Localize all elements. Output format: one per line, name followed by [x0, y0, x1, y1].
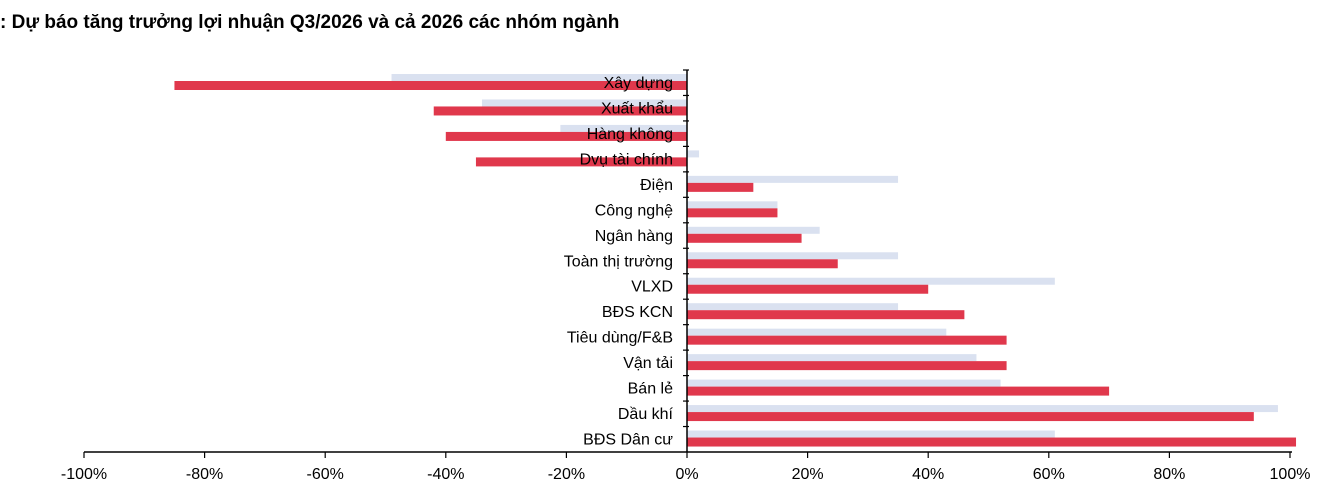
bar-series1-14 [687, 430, 1055, 438]
x-tick-label: 20% [792, 466, 824, 483]
chart-title: : Dự báo tăng trưởng lợi nhuận Q3/2026 v… [0, 12, 620, 33]
category-label: Toàn thị trường [564, 253, 673, 270]
bar-series1-3 [687, 150, 700, 158]
category-label: Xây dựng [604, 75, 673, 92]
x-tick-label: 80% [1153, 466, 1185, 483]
bar-series2-6 [687, 233, 802, 243]
category-label: Dvụ tài chính [580, 151, 673, 168]
bar-series1-5 [687, 201, 778, 209]
category-label: Công nghệ [595, 202, 673, 219]
bar-series1-4 [687, 175, 899, 183]
bar-series2-0 [174, 81, 687, 90]
x-tick-label: -20% [548, 466, 585, 483]
bars-group [174, 74, 1297, 447]
x-tick-label: -80% [186, 466, 223, 483]
ticks-group [83, 69, 1291, 458]
bar-series2-5 [687, 208, 778, 218]
bar-series1-2 [560, 124, 687, 132]
bar-series1-1 [481, 99, 687, 107]
bar-series1-13 [687, 405, 1278, 413]
bar-series2-11 [687, 361, 1007, 371]
x-tick-label: -60% [307, 466, 344, 483]
bar-series1-6 [687, 226, 820, 234]
bar-series1-12 [687, 379, 1001, 387]
category-label: VLXD [631, 279, 673, 296]
bar-series1-10 [687, 328, 947, 336]
category-label: Tiêu dùng/F&B [567, 330, 673, 347]
category-label: Vận tải [623, 355, 673, 372]
x-tick-label: 0% [675, 466, 698, 483]
x-tick-label: -40% [427, 466, 464, 483]
bar-series1-8 [687, 277, 1055, 285]
bar-series2-14 [687, 437, 1297, 447]
bar-series2-1 [433, 106, 687, 116]
bar-series1-7 [687, 252, 899, 260]
bar-series2-10 [687, 335, 1007, 345]
bar-series2-4 [687, 182, 754, 192]
category-label: Điện [640, 177, 673, 194]
bar-series2-9 [687, 310, 965, 320]
category-label: Hàng không [587, 126, 673, 143]
x-tick-label: 100% [1270, 466, 1311, 483]
x-tick-label: 40% [912, 466, 944, 483]
x-tick-label: -100% [61, 466, 107, 483]
category-label: Xuất khẩu [601, 99, 673, 117]
bar-series2-8 [687, 284, 929, 294]
bar-series2-2 [445, 131, 687, 141]
category-label: Bán lẻ [628, 381, 673, 398]
x-tick-label: 60% [1033, 466, 1065, 483]
category-labels-group: Xây dựng Xuất khẩu Hàng không Dvụ tài chính… [564, 75, 674, 449]
bar-series2-12 [687, 386, 1110, 396]
category-label: BĐS Dân cư [583, 432, 673, 449]
bar-series1-0 [391, 74, 687, 81]
category-label: Ngân hàng [595, 228, 673, 245]
category-label: BĐS KCN [602, 304, 673, 321]
tick-labels-group: -100% -80% -60% -40% -20% 0% 20% 40% 60% 80% 100% [61, 466, 1311, 483]
category-label: Dầu khí [618, 406, 674, 423]
bar-series2-3 [475, 157, 687, 167]
bar-series2-7 [687, 259, 838, 269]
bar-series1-9 [687, 303, 899, 311]
bar-series1-11 [687, 354, 977, 362]
bar-series2-13 [687, 412, 1254, 422]
